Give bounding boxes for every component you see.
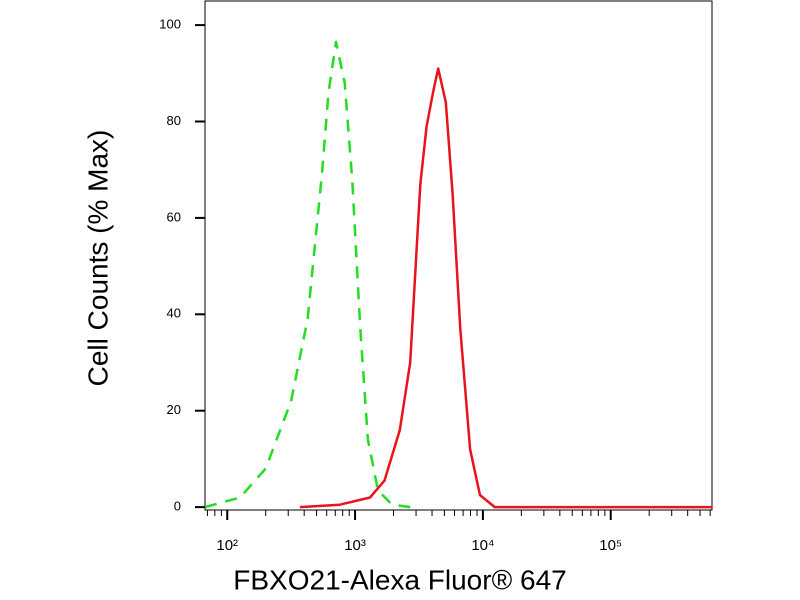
y-tick-label: 100 bbox=[159, 17, 181, 32]
x-tick-label: 10² bbox=[216, 537, 238, 554]
x-axis-label: FBXO21-Alexa Fluor® 647 bbox=[233, 564, 566, 595]
x-tick-label: 10⁵ bbox=[599, 537, 622, 554]
y-tick-label: 20 bbox=[167, 402, 181, 417]
plot-frame bbox=[204, 0, 713, 511]
series-line bbox=[204, 40, 411, 509]
y-tick-label: 40 bbox=[167, 306, 181, 321]
y-axis-label: Cell Counts (% Max) bbox=[82, 130, 113, 387]
x-tick-label: 10⁴ bbox=[471, 537, 494, 554]
x-tick-label: 10³ bbox=[344, 537, 366, 554]
series-line bbox=[299, 67, 712, 509]
y-tick-label: 0 bbox=[174, 499, 181, 514]
y-tick-label: 60 bbox=[167, 209, 181, 224]
y-tick-label: 80 bbox=[167, 113, 181, 128]
